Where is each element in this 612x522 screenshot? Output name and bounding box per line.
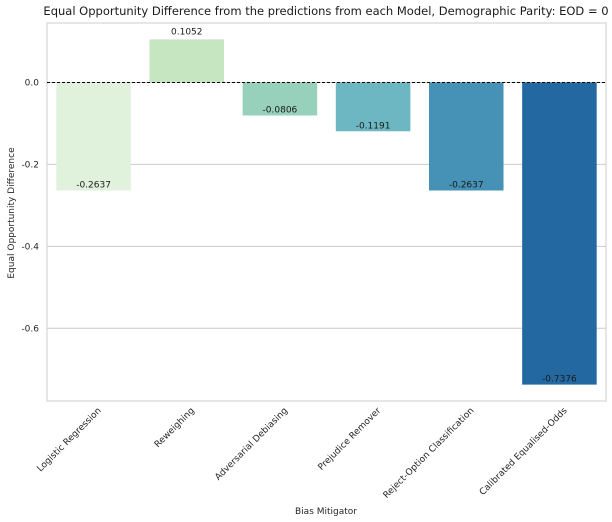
x-tick-label: Calibrated Equalised-Odds [478, 406, 570, 498]
y-tick-label: -0.2 [21, 160, 39, 170]
value-label: -0.0806 [263, 105, 298, 115]
bar [428, 82, 504, 191]
bar [522, 82, 597, 385]
x-tick-label: Reweighing [153, 406, 197, 450]
value-label: -0.1191 [356, 121, 391, 131]
value-label: 0.1052 [171, 27, 203, 37]
y-tick-label: 0.0 [25, 78, 40, 88]
value-label: -0.2637 [76, 180, 111, 190]
x-tick-label: Reject-Option Classification [382, 406, 477, 501]
y-tick-label: -0.6 [21, 324, 39, 334]
y-tick-labels: 0.0 -0.2 -0.4 -0.6 [21, 78, 39, 334]
x-axis-label: Bias Mitigator [295, 507, 357, 517]
value-label: -0.2637 [449, 180, 484, 190]
bar [56, 82, 131, 191]
plot-frame [46, 22, 607, 402]
x-tick-label: Adversarial Debiasing [213, 406, 290, 483]
y-tick-label: -0.4 [21, 242, 39, 252]
x-tick-labels: Logistic Regression Reweighing Adversarial… [36, 406, 570, 501]
bar [149, 39, 225, 83]
bars [56, 39, 597, 385]
chart-title: Equal Opportunity Difference from the pr… [43, 4, 608, 18]
y-axis-label: Equal Opportunity Difference [7, 147, 17, 279]
value-labels: -0.2637 0.1052 -0.0806 -0.1191 -0.2637 -0.737… [76, 27, 577, 384]
x-tick-label: Prejudice Remover [317, 406, 384, 473]
value-label: -0.7376 [542, 375, 577, 385]
x-tick-label: Logistic Regression [36, 406, 104, 474]
bar [242, 82, 318, 116]
bar [335, 82, 411, 132]
